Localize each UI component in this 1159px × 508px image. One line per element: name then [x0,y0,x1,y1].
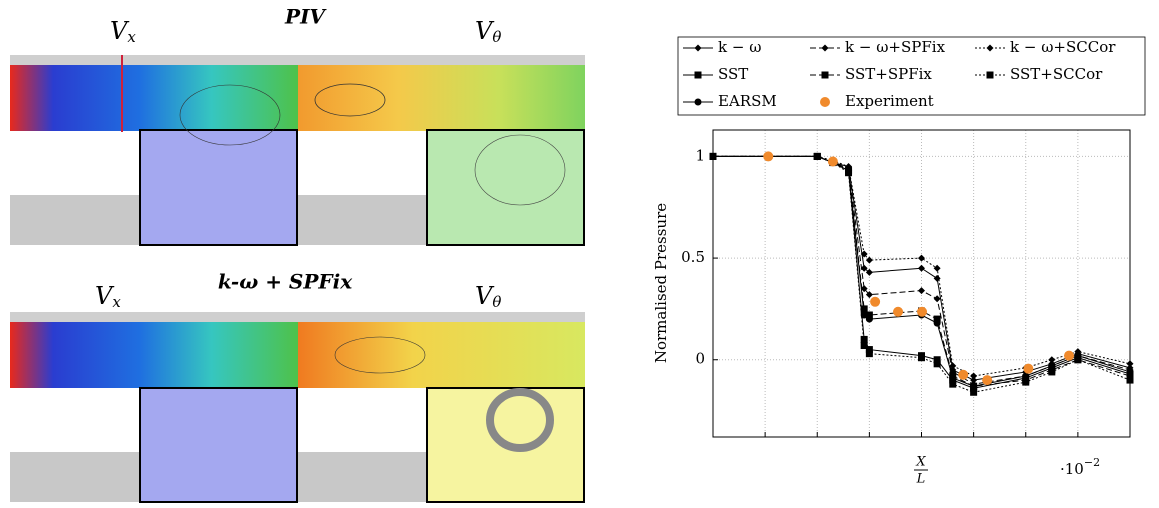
vtheta-contour [298,322,585,388]
marker [934,320,941,327]
flow-panels: Vx PIV Vθ Vx k-ω + SPFix Vθ [10,5,585,503]
legend-label: k − ω+SPFix [845,38,946,56]
label-subscript: θ [492,293,501,311]
legend-marker [695,99,702,106]
marker [918,265,925,272]
marker [710,153,717,160]
legend-marker [822,72,829,79]
multiplier-exponent: −2 [1084,456,1100,469]
marker [1074,352,1081,359]
marker [918,255,925,262]
marker [970,383,977,390]
label: Vθ [475,282,501,312]
marker [1048,368,1055,375]
marker [1022,379,1029,386]
x-label-numerator: X [915,455,926,470]
marker [1048,356,1055,363]
legend-marker [695,72,702,79]
marker [934,360,941,367]
marker [866,350,873,357]
label-subscript: x [127,28,136,46]
marker [934,295,941,302]
y-tick-label: 1 [695,146,705,164]
x-multiplier: ·10−2 [1060,456,1100,478]
marker [861,342,868,349]
marker [828,157,838,167]
label-subscript: θ [492,28,501,46]
wall [298,452,428,502]
marker [970,389,977,396]
legend-label: SST+SCCor [1010,65,1103,83]
legend-label: EARSM [718,92,777,110]
y-tick-label: 0 [695,350,705,368]
marker [866,316,873,323]
marker [918,354,925,361]
wall [10,195,140,245]
marker [949,381,956,388]
marker [893,307,903,317]
y-tick-label: 0.5 [681,248,705,266]
marker [934,265,941,272]
wall [10,452,140,502]
marker [1127,360,1134,367]
marker [1064,351,1074,361]
marker [1048,362,1055,369]
figure: Vx PIV Vθ Vx k-ω + SPFix Vθ Normalised P… [0,0,1159,504]
marker [845,167,852,174]
marker [1127,368,1134,375]
panel-title: PIV [284,5,327,29]
marker [982,375,992,385]
marker [958,370,968,380]
label: Vx [110,17,136,47]
vtheta-contour [298,65,585,131]
marker [814,153,821,160]
x-label-denominator: L [916,472,926,487]
legend-label: Experiment [845,92,934,110]
label: Vθ [475,17,501,47]
marker [917,307,927,317]
vx-contour [10,322,298,388]
marker [918,287,925,294]
vx-contour [10,65,298,131]
inset-vx [140,388,297,502]
marker [1127,377,1134,384]
marker [870,297,880,307]
legend-label: SST+SPFix [845,65,932,83]
legend-label: k − ω [718,38,761,56]
legend-label: SST [718,65,748,83]
inset-vx [140,130,297,245]
panel-title: k-ω + SPFix [218,270,353,294]
label: Vx [95,282,121,312]
multiplier-base: ·10 [1060,460,1084,478]
marker [763,151,773,161]
wall [298,195,428,245]
label-subscript: x [112,293,121,311]
legend-marker [987,72,994,79]
legend-marker [820,97,830,107]
y-axis-label: Normalised Pressure [652,203,670,363]
legend-label: k − ω+SCCor [1010,38,1116,56]
marker [1023,364,1033,374]
marker [949,375,956,382]
inset-vtheta [427,130,584,245]
